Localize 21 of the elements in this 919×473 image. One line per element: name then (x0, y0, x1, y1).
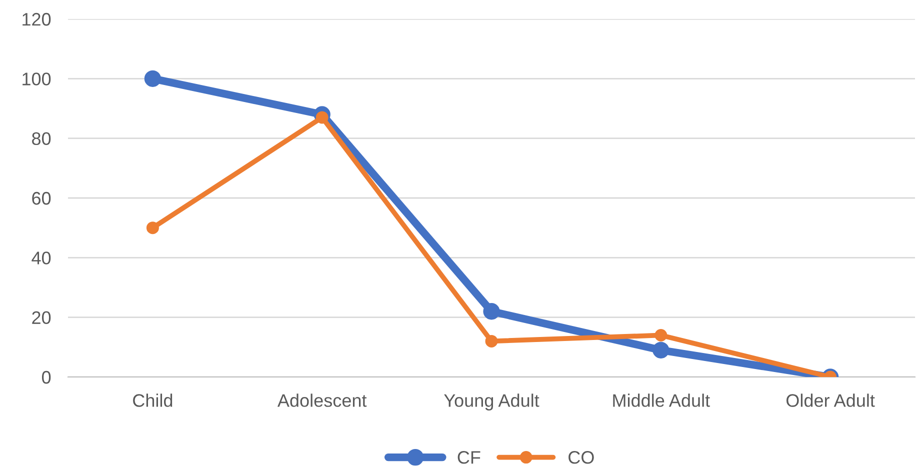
y-tick-label: 100 (22, 72, 51, 86)
y-tick-label: 60 (32, 192, 51, 205)
point (654, 328, 668, 342)
point (144, 70, 162, 87)
point (316, 111, 328, 124)
y-tick-label: 20 (32, 311, 51, 324)
x-tick-label: Middle Adult (613, 394, 710, 407)
point (652, 342, 670, 358)
x-tick-label: Older Adult (786, 394, 875, 407)
point (483, 303, 500, 320)
x-tick-label: Child (133, 394, 172, 407)
x-tick-label: Adolescent (277, 394, 367, 407)
x-tick-label: Young Adult (444, 394, 540, 410)
y-tick-label: 40 (32, 252, 51, 264)
point (485, 334, 498, 348)
legend-label: CO (568, 451, 594, 464)
y-tick-label: 120 (22, 12, 51, 26)
legend-label: CF (458, 451, 480, 464)
point (146, 222, 159, 234)
y-tick-label: 80 (32, 132, 51, 146)
y-tick-label: 0 (42, 370, 51, 384)
